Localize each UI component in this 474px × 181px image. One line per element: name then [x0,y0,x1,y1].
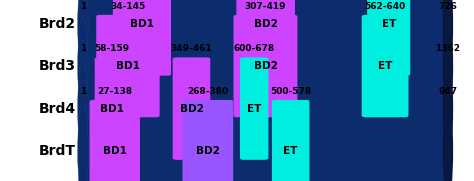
Text: BD2: BD2 [254,61,277,71]
Text: 947: 947 [438,87,457,96]
Text: 1: 1 [80,87,86,96]
Text: ET: ET [382,19,396,30]
FancyBboxPatch shape [272,100,310,181]
Text: BD1: BD1 [103,146,127,156]
Text: 1: 1 [80,2,87,11]
Text: 1: 1 [80,44,86,53]
Text: 58-159: 58-159 [94,44,129,53]
FancyBboxPatch shape [237,0,295,76]
Ellipse shape [443,59,453,158]
FancyBboxPatch shape [83,16,448,116]
Ellipse shape [443,16,453,116]
Ellipse shape [78,0,88,74]
FancyBboxPatch shape [83,101,448,181]
FancyBboxPatch shape [83,59,448,158]
Text: 562-640: 562-640 [365,2,406,11]
Text: BD1: BD1 [100,104,124,114]
Text: 600-678: 600-678 [234,44,275,53]
Text: 500-578: 500-578 [270,87,311,96]
Text: 307-419: 307-419 [245,2,286,11]
Ellipse shape [78,59,88,158]
Text: BrdT: BrdT [39,144,76,158]
FancyBboxPatch shape [367,0,410,76]
Ellipse shape [443,101,453,181]
Text: ET: ET [283,146,298,156]
Text: 268-380: 268-380 [187,87,228,96]
FancyBboxPatch shape [240,57,268,160]
Text: 1362: 1362 [436,44,460,53]
Text: Brd4: Brd4 [39,102,76,116]
Text: BD2: BD2 [180,104,203,114]
Ellipse shape [78,16,88,116]
FancyBboxPatch shape [83,0,448,74]
Text: 726: 726 [438,2,457,11]
Text: ET: ET [378,61,392,71]
Text: BD1: BD1 [116,61,140,71]
Text: 34-145: 34-145 [110,2,146,11]
FancyBboxPatch shape [96,15,160,117]
FancyBboxPatch shape [362,15,409,117]
Text: Brd2: Brd2 [39,17,76,31]
Ellipse shape [443,0,453,74]
FancyBboxPatch shape [173,57,210,160]
Text: BD2: BD2 [196,146,220,156]
Text: ET: ET [247,104,261,114]
FancyBboxPatch shape [113,0,171,76]
Text: 349-461: 349-461 [171,44,212,53]
FancyBboxPatch shape [182,100,233,181]
Text: BD1: BD1 [130,19,154,30]
Text: Brd3: Brd3 [39,59,76,73]
Ellipse shape [78,101,88,181]
FancyBboxPatch shape [95,57,129,160]
FancyBboxPatch shape [90,100,140,181]
Text: BD2: BD2 [254,19,278,30]
FancyBboxPatch shape [234,15,297,117]
Text: 27-138: 27-138 [97,87,132,96]
